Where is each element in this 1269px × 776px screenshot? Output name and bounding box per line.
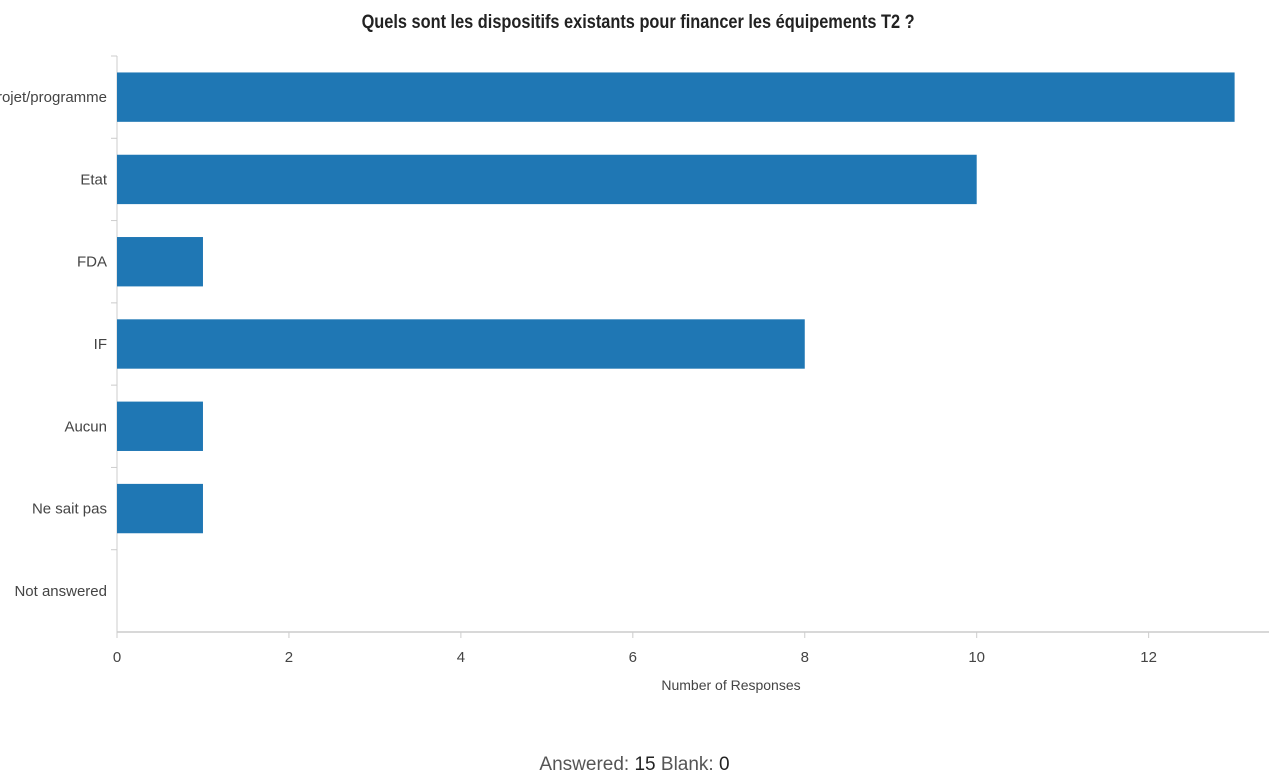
answered-label: Answered: <box>539 754 630 775</box>
x-axis-title: Number of Responses <box>661 677 800 693</box>
y-tick-label-not-answered: Not answered <box>14 583 107 600</box>
bar-projet-programme[interactable] <box>117 72 1235 122</box>
y-tick-label-projet-programme: Projet/programme <box>0 89 107 106</box>
x-tick-label-6: 6 <box>629 649 637 666</box>
x-tick-label-0: 0 <box>113 649 121 666</box>
bar-aucun[interactable] <box>117 401 203 451</box>
bar-ne-sait-pas[interactable] <box>117 483 203 534</box>
bar-chart: Projet/programme Etat FDA IF Aucun Ne sait pa… <box>0 55 1269 693</box>
y-tick-label-aucun: Aucun <box>64 418 107 435</box>
bar-fda[interactable] <box>117 237 203 287</box>
y-tick-labels: Projet/programme Etat FDA IF Aucun Ne sait pa… <box>0 55 117 600</box>
answered-count: 15 <box>634 754 656 775</box>
blank-label: Blank: <box>660 754 714 775</box>
y-tick-label-ne-sait-pas: Ne sait pas <box>32 501 107 518</box>
y-tick-label-if: IF <box>94 336 107 353</box>
y-tick-label-etat: Etat <box>80 171 108 188</box>
response-summary: Answered: 15 Blank: 0 <box>0 754 1269 776</box>
x-tick-label-2: 2 <box>285 649 293 666</box>
chart-title: Quels sont les dispositifs existants pou… <box>361 12 915 33</box>
bar-if[interactable] <box>117 319 805 369</box>
bars <box>117 72 1235 534</box>
x-tick-label-12: 12 <box>1140 649 1157 666</box>
bar-etat[interactable] <box>117 154 977 205</box>
x-tick-label-4: 4 <box>457 649 465 666</box>
x-tick-label-8: 8 <box>801 649 809 666</box>
x-tick-label-10: 10 <box>968 649 985 666</box>
y-tick-label-fda: FDA <box>77 254 107 271</box>
blank-count: 0 <box>719 754 730 775</box>
x-ticks: 0 2 4 6 8 10 12 <box>113 632 1157 666</box>
